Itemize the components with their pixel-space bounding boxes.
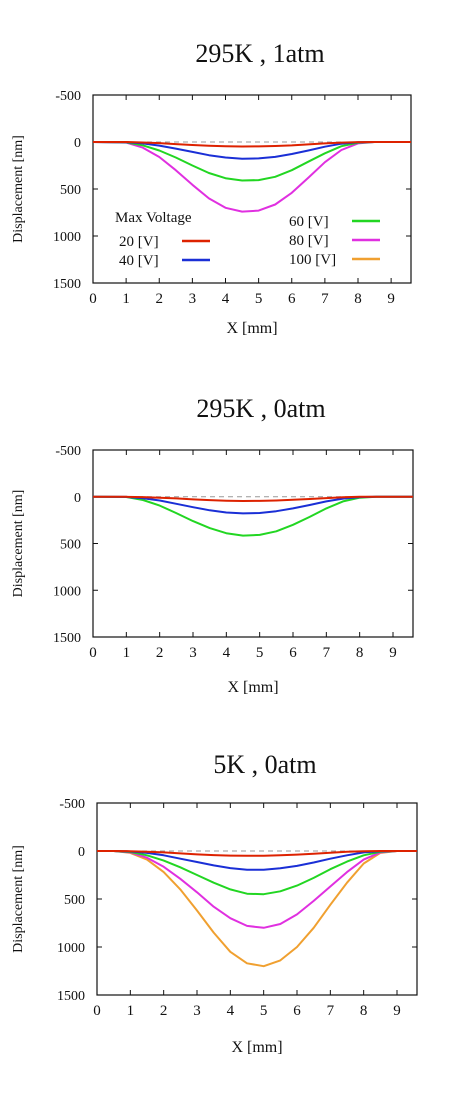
- x-tick-label: 0: [89, 291, 97, 307]
- y-tick-label: 0: [74, 136, 81, 151]
- legend-label: 60 [V]: [289, 214, 329, 230]
- y-tick-label: 1000: [57, 941, 85, 956]
- x-tick-label: 9: [389, 645, 397, 661]
- y-tick-label: 500: [60, 183, 81, 198]
- legend-title: Max Voltage: [115, 210, 192, 226]
- series-line-100v: [97, 850, 417, 968]
- y-tick-label: -500: [55, 89, 81, 104]
- y-tick-label: 1000: [53, 584, 81, 599]
- plot-frame: [92, 449, 414, 638]
- x-tick-label: 3: [189, 291, 197, 307]
- chart-title: 295K , 0atm: [196, 394, 325, 423]
- x-tick-label: 7: [327, 1003, 335, 1019]
- chart-panel-1: 295K , 1atm 0 1 2 3 4 5 6 7 8 9 -500 0 500 1000 1500 X […: [11, 39, 412, 337]
- x-tick-label: 9: [387, 291, 395, 307]
- x-tick-label: 8: [354, 291, 362, 307]
- chart-panel-2: 295K , 0atm 0 1 2 3 4 5 6 7 8 9 -500 0 500 1000 1500 X […: [11, 394, 414, 696]
- x-tick-label: 5: [260, 1003, 268, 1019]
- series-line-40v: [97, 850, 417, 871]
- x-tick-label: 2: [160, 1003, 168, 1019]
- x-tick-label: 4: [227, 1003, 235, 1019]
- x-axis-label: X [mm]: [227, 679, 278, 696]
- y-tick-label: 1500: [53, 277, 81, 292]
- y-tick-label: 500: [64, 893, 85, 908]
- x-tick-label: 7: [323, 645, 331, 661]
- x-tick-label: 5: [255, 291, 263, 307]
- series-line-60v: [97, 850, 417, 896]
- x-tick-label: 1: [122, 291, 130, 307]
- x-tick-label: 8: [360, 1003, 368, 1019]
- x-tick-label: 4: [223, 645, 231, 661]
- x-tick-label: 5: [256, 645, 264, 661]
- x-tick-label: 0: [93, 1003, 101, 1019]
- series-line-80v: [97, 850, 417, 929]
- x-tick-label: 3: [189, 645, 197, 661]
- y-tick-label: -500: [55, 444, 81, 459]
- x-tick-label: 1: [123, 645, 131, 661]
- y-tick-label: 1500: [57, 989, 85, 1004]
- x-tick-label: 1: [127, 1003, 135, 1019]
- x-tick-label: 3: [193, 1003, 201, 1019]
- x-tick-label: 4: [222, 291, 230, 307]
- y-tick-label: 1500: [53, 631, 81, 646]
- y-tick-label: 0: [74, 491, 81, 506]
- x-tick-label: 6: [293, 1003, 301, 1019]
- y-axis-label: Displacement [nm]: [11, 490, 26, 598]
- x-tick-label: 2: [156, 645, 164, 661]
- chart-title: 5K , 0atm: [213, 750, 316, 779]
- legend-label: 20 [V]: [119, 234, 159, 250]
- y-tick-label: -500: [59, 797, 85, 812]
- legend: Max Voltage 20 [V] 40 [V] 60 [V] 80 [V] 100 […: [115, 210, 380, 269]
- chart-panel-3: 5K , 0atm 0 1 2 3 4 5 6 7 8 9 -500 0 500 1000 1500 X [mm…: [11, 750, 418, 1056]
- x-tick-label: 9: [393, 1003, 401, 1019]
- y-tick-label: 0: [78, 845, 85, 860]
- x-tick-label: 6: [289, 645, 297, 661]
- y-axis-label: Displacement [nm]: [11, 845, 26, 953]
- x-axis-label: X [mm]: [226, 320, 277, 337]
- y-tick-label: 500: [60, 538, 81, 553]
- y-axis-label: Displacement [nm]: [11, 135, 26, 243]
- x-axis-label: X [mm]: [231, 1039, 282, 1056]
- x-tick-label: 6: [288, 291, 296, 307]
- y-tick-label: 1000: [53, 230, 81, 245]
- legend-label: 100 [V]: [289, 252, 336, 268]
- legend-label: 40 [V]: [119, 253, 159, 269]
- series-line-80v: [92, 141, 411, 213]
- x-tick-label: 7: [321, 291, 329, 307]
- series-line-60v: [92, 495, 413, 537]
- chart-title: 295K , 1atm: [195, 39, 324, 68]
- series-line-20v: [93, 141, 411, 148]
- x-tick-label: 2: [156, 291, 164, 307]
- x-tick-label: 8: [356, 645, 364, 661]
- legend-label: 80 [V]: [289, 233, 329, 249]
- x-tick-label: 0: [89, 645, 97, 661]
- plot-frame: [96, 802, 418, 996]
- series-line-20v: [97, 850, 417, 857]
- series-line-20v: [93, 495, 413, 502]
